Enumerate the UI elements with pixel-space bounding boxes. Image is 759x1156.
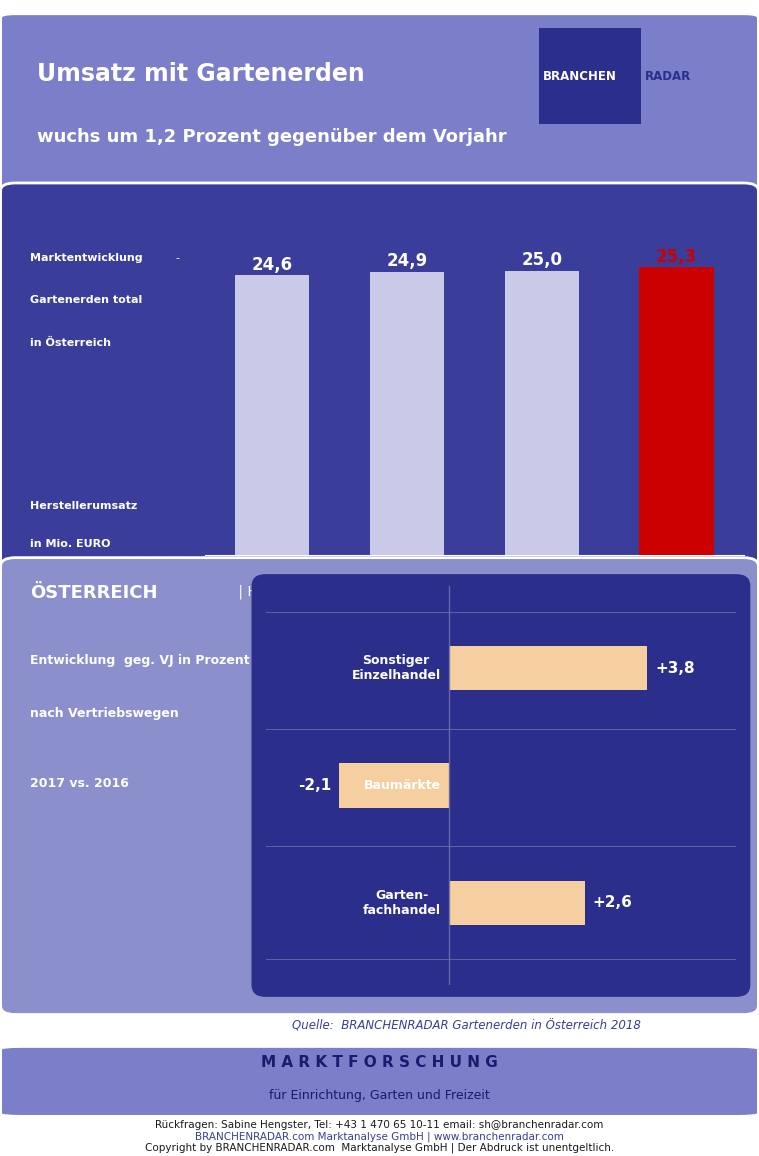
Text: 2017 vs. 2016: 2017 vs. 2016 bbox=[30, 777, 128, 791]
Text: RADAR: RADAR bbox=[645, 69, 691, 83]
Bar bbox=[235, 275, 310, 555]
Text: Marktentwicklung: Marktentwicklung bbox=[30, 253, 143, 262]
Bar bbox=[639, 267, 713, 555]
FancyBboxPatch shape bbox=[1, 557, 758, 1015]
Bar bbox=[505, 271, 579, 555]
Text: in Österreich: in Österreich bbox=[30, 338, 111, 348]
FancyBboxPatch shape bbox=[1, 1046, 758, 1117]
Text: -2,1: -2,1 bbox=[298, 778, 331, 793]
FancyBboxPatch shape bbox=[539, 29, 641, 124]
Text: Rückfragen: Sabine Hengster, Tel: +43 1 470 65 10-11 email: sh@branchenradar.com: Rückfragen: Sabine Hengster, Tel: +43 1 … bbox=[156, 1120, 603, 1131]
Text: Gartenerden total: Gartenerden total bbox=[30, 295, 142, 305]
Text: +3,8: +3,8 bbox=[655, 661, 694, 676]
Polygon shape bbox=[395, 179, 744, 243]
Text: +2,6: +2,6 bbox=[593, 895, 632, 910]
Bar bbox=[449, 881, 584, 925]
Text: nach Vertriebswegen: nach Vertriebswegen bbox=[30, 707, 178, 720]
FancyBboxPatch shape bbox=[251, 575, 751, 996]
Text: Herstellerumsatz: Herstellerumsatz bbox=[30, 501, 137, 511]
Bar bbox=[449, 646, 647, 690]
Text: Sonstiger
Einzelhandel: Sonstiger Einzelhandel bbox=[351, 654, 441, 682]
Text: Umsatz mit Gartenerden: Umsatz mit Gartenerden bbox=[37, 62, 365, 87]
Bar bbox=[339, 763, 449, 808]
Text: -: - bbox=[175, 253, 179, 262]
Text: 24,9: 24,9 bbox=[386, 252, 427, 271]
Text: 24,6: 24,6 bbox=[252, 255, 293, 274]
Text: ÖSTERREICH: ÖSTERREICH bbox=[30, 584, 157, 602]
Text: wuchs um 1,2 Prozent gegenüber dem Vorjahr: wuchs um 1,2 Prozent gegenüber dem Vorja… bbox=[37, 128, 507, 147]
Text: 25,0: 25,0 bbox=[521, 251, 562, 269]
Text: BRANCHENRADAR.com Marktanalyse GmbH | www.branchenradar.com: BRANCHENRADAR.com Marktanalyse GmbH | ww… bbox=[195, 1132, 564, 1142]
Text: Baumärkte: Baumärkte bbox=[364, 779, 441, 792]
Text: 25,3: 25,3 bbox=[656, 247, 697, 266]
Text: für Einrichtung, Garten und Freizeit: für Einrichtung, Garten und Freizeit bbox=[269, 1089, 490, 1102]
Text: Entwicklung  geg. VJ in Prozent: Entwicklung geg. VJ in Prozent bbox=[30, 654, 250, 667]
Text: M A R K T F O R S C H U N G: M A R K T F O R S C H U N G bbox=[261, 1055, 498, 1070]
Text: Copyright by BRANCHENRADAR.com  Marktanalyse GmbH | Der Abdruck ist unentgeltlic: Copyright by BRANCHENRADAR.com Marktanal… bbox=[145, 1142, 614, 1153]
Text: Garten-
fachhandel: Garten- fachhandel bbox=[363, 889, 441, 917]
Text: in Mio. EURO: in Mio. EURO bbox=[30, 539, 110, 549]
Bar bbox=[370, 272, 444, 555]
FancyBboxPatch shape bbox=[1, 183, 758, 586]
Text: BRANCHEN: BRANCHEN bbox=[543, 69, 616, 83]
Text: Quelle:  BRANCHENRADAR Gartenerden in Österreich 2018: Quelle: BRANCHENRADAR Gartenerden in Öst… bbox=[292, 1020, 641, 1032]
FancyBboxPatch shape bbox=[1, 14, 758, 200]
Text: | Herstellerumsatz: | Herstellerumsatz bbox=[234, 584, 366, 599]
